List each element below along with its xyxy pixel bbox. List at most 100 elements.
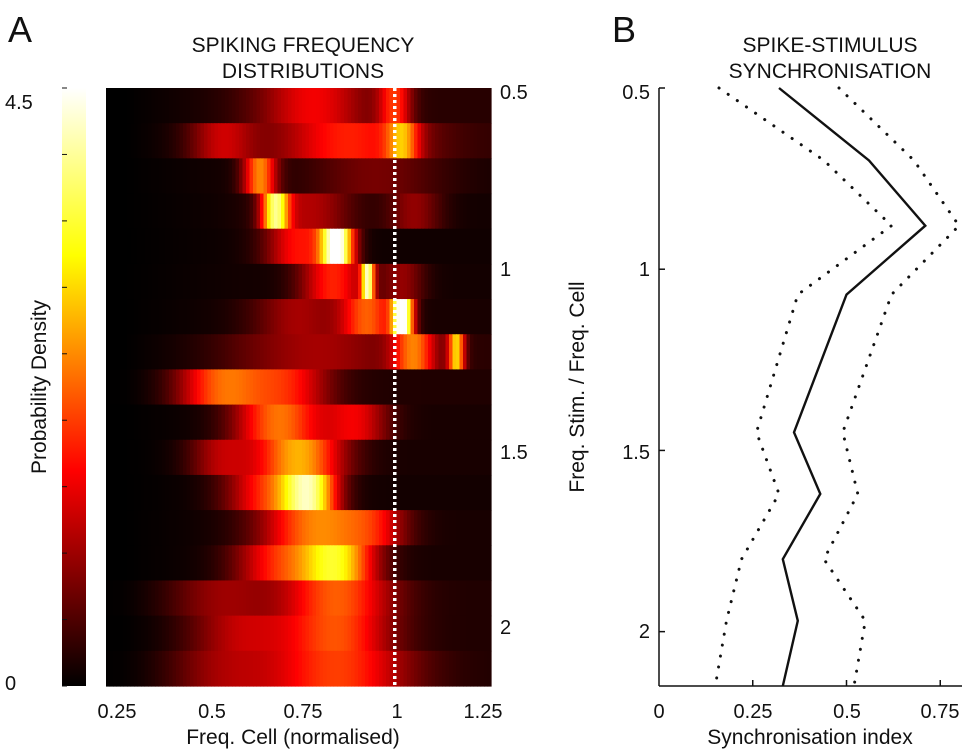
- heatmap-cell: [312, 510, 317, 546]
- heatmap-cell: [295, 369, 300, 406]
- heatmap-cell: [197, 123, 202, 159]
- heatmap-cell: [123, 369, 128, 406]
- heatmap-cell: [319, 545, 324, 582]
- heatmap-cell: [459, 580, 464, 617]
- heatmap-cell: [396, 510, 401, 546]
- heatmap-cell: [414, 193, 419, 230]
- heatmap-cell: [452, 545, 457, 582]
- heatmap-cell: [456, 158, 461, 195]
- heatmap-cell: [463, 580, 468, 617]
- heatmap-cell: [260, 615, 265, 652]
- heatmap-cell: [235, 228, 240, 265]
- heatmap-cell: [337, 404, 342, 441]
- heatmap-cell: [459, 123, 464, 159]
- heatmap-cell: [449, 123, 454, 159]
- heatmap-cell: [393, 439, 398, 476]
- heatmap-cell: [158, 615, 163, 652]
- heatmap-cell: [407, 650, 412, 687]
- heatmap-cell: [435, 650, 440, 687]
- heatmap-cell: [130, 580, 135, 617]
- heatmap-cell: [158, 545, 163, 582]
- heatmap-cell: [407, 510, 412, 546]
- heatmap-cell: [256, 615, 261, 652]
- heatmap-cell: [218, 228, 223, 265]
- heatmap-cell: [372, 369, 377, 406]
- heatmap-cell: [372, 299, 377, 335]
- heatmap-cell: [235, 510, 240, 546]
- heatmap-cell: [179, 369, 184, 406]
- heatmap-cell: [435, 439, 440, 476]
- heatmap-cell: [459, 474, 464, 511]
- heatmap-cell: [263, 510, 268, 546]
- heatmap-cell: [298, 439, 303, 476]
- heatmap-cell: [183, 263, 188, 300]
- heatmap-cell: [386, 158, 391, 195]
- heatmap-cell: [421, 334, 426, 371]
- heatmap-cell: [312, 439, 317, 476]
- heatmap-cell: [183, 88, 188, 124]
- heatmap-cell: [298, 123, 303, 159]
- heatmap-cell: [106, 404, 111, 441]
- heatmap-cell: [407, 580, 412, 617]
- heatmap-cell: [274, 545, 279, 582]
- heatmap-cell: [309, 439, 314, 476]
- heatmap-cell: [137, 228, 142, 265]
- heatmap-cell: [179, 404, 184, 441]
- heatmap-cell: [421, 123, 426, 159]
- heatmap-cell: [256, 510, 261, 546]
- heatmap-cell: [323, 228, 328, 265]
- heatmap-cell: [144, 334, 149, 371]
- heatmap-cell: [480, 439, 485, 476]
- heatmap-cell: [179, 299, 184, 335]
- heatmap-cell: [400, 228, 405, 265]
- heatmap-cell: [172, 404, 177, 441]
- heatmap-row: [106, 474, 492, 511]
- heatmap-cell: [309, 123, 314, 159]
- heatmap-cell: [424, 228, 429, 265]
- heatmap-cell: [239, 615, 244, 652]
- heatmap-cell: [459, 88, 464, 124]
- heatmap-cell: [186, 404, 191, 441]
- heatmap-cell: [477, 88, 482, 124]
- heatmap-cell: [218, 299, 223, 335]
- heatmap-cell: [109, 334, 114, 371]
- heatmap-cell: [326, 123, 331, 159]
- heatmap-cell: [470, 123, 475, 159]
- heatmap-cell: [435, 88, 440, 124]
- heatmap-cell: [379, 334, 384, 371]
- a-x-tick-label-0.25: 0.25: [98, 701, 137, 723]
- heatmap-cell: [382, 228, 387, 265]
- heatmap-cell: [249, 650, 254, 687]
- heatmap-cell: [277, 615, 282, 652]
- heatmap-cell: [396, 299, 401, 335]
- heatmap-cell: [396, 404, 401, 441]
- heatmap-cell: [207, 580, 212, 617]
- heatmap-cell: [473, 123, 478, 159]
- heatmap-cell: [361, 334, 366, 371]
- heatmap-cell: [274, 123, 279, 159]
- heatmap-cell: [207, 404, 212, 441]
- heatmap-cell: [141, 193, 146, 230]
- heatmap-cell: [414, 263, 419, 300]
- heatmap-cell: [337, 474, 342, 511]
- heatmap-cell: [218, 545, 223, 582]
- heatmap-cell: [365, 299, 370, 335]
- heatmap-cell: [396, 123, 401, 159]
- heatmap-cell: [337, 193, 342, 230]
- heatmap-cell: [456, 369, 461, 406]
- heatmap-cell: [316, 299, 321, 335]
- heatmap-cell: [228, 404, 233, 441]
- heatmap-cell: [109, 474, 114, 511]
- heatmap-cell: [375, 88, 380, 124]
- heatmap-cell: [249, 193, 254, 230]
- heatmap-cell: [484, 545, 489, 582]
- heatmap-cell: [256, 158, 261, 195]
- heatmap-cell: [204, 263, 209, 300]
- heatmap-cell: [211, 650, 216, 687]
- heatmap-cell: [176, 158, 181, 195]
- heatmap-cell: [389, 123, 394, 159]
- heatmap-cell: [372, 334, 377, 371]
- heatmap-cell: [333, 334, 338, 371]
- heatmap-cell: [197, 369, 202, 406]
- heatmap-cell: [459, 369, 464, 406]
